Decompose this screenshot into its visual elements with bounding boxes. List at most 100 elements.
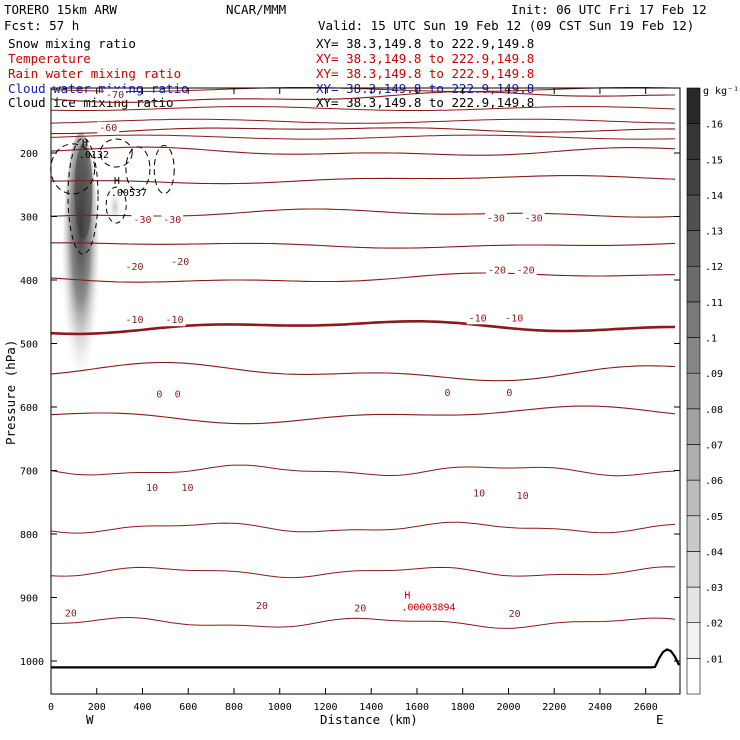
temperature-label: 10 — [473, 489, 485, 500]
colorbar-swatch — [686, 515, 701, 552]
colorbar-label: .05 — [705, 512, 723, 523]
maximum-marker: H — [404, 591, 410, 602]
center-label: NCAR/MMM — [226, 2, 286, 17]
colorbar-label: .06 — [705, 476, 723, 487]
x-tick-label: 1800 — [451, 702, 475, 713]
y-tick-label: 200 — [20, 149, 38, 160]
temperature-label-bg — [161, 213, 184, 226]
colorbar-swatch — [686, 123, 701, 160]
temperature-label: 0 — [506, 388, 512, 399]
temperature-label-bg — [169, 255, 192, 268]
temperature-label-bg — [522, 212, 545, 225]
x-tick-label: 800 — [225, 702, 243, 713]
colorbar-swatch — [686, 658, 701, 695]
temperature-label-bg — [123, 260, 146, 273]
model-title: TORERO 15km ARW — [4, 2, 117, 17]
plot-frame — [50, 87, 681, 695]
temperature-label-bg — [131, 213, 154, 226]
maximum-value: .0132 — [79, 150, 109, 161]
temperature-label: 10 — [517, 491, 529, 502]
x-west-label: W — [86, 712, 94, 727]
maximum-value: .00003894 — [401, 603, 455, 614]
temperature-label-bg — [163, 314, 186, 327]
legend-cloudice-xy: XY= 38.3,149.8 to 222.9,149.8 — [316, 95, 534, 110]
colorbar-label: .15 — [705, 155, 723, 166]
temperature-label-bg — [506, 608, 529, 621]
colorbar-swatch — [686, 194, 701, 231]
snow-contour — [105, 186, 127, 224]
colorbar-label: .11 — [705, 298, 723, 309]
temperature-label-bg — [154, 388, 177, 401]
temperature-label: -10 — [166, 315, 184, 326]
temperature-label: -20 — [517, 266, 535, 277]
temperature-label-bg — [514, 490, 537, 503]
temperature-label: -30 — [525, 214, 543, 225]
temperature-label: -20 — [171, 257, 189, 268]
colorbar-label: .13 — [705, 227, 723, 238]
legend-temp-name: Temperature — [8, 51, 91, 66]
isotherm-line — [51, 242, 676, 249]
y-tick-label: 1000 — [20, 657, 44, 668]
isotherm-line — [50, 320, 675, 336]
x-axis: 0 200 400 600 800 1000 1200 1400 1600 1800 2000 220… — [48, 88, 658, 713]
x-tick-label: 2400 — [588, 702, 612, 713]
y-tick-label: 400 — [20, 276, 38, 287]
temperature-label-bg — [104, 88, 127, 101]
temperature-label-bg — [484, 212, 507, 225]
terrain-line — [51, 648, 680, 669]
temperature-label: -60 — [99, 123, 117, 134]
x-tick-label: 600 — [179, 702, 197, 713]
colorbar-swatch — [686, 265, 701, 303]
colorbar-swatch — [686, 408, 701, 445]
temperature-label-bg — [352, 602, 375, 615]
init-time: Init: 06 UTC Fri 17 Feb 12 — [511, 2, 707, 17]
legend-snow-xy: XY= 38.3,149.8 to 222.9,149.8 — [316, 36, 534, 51]
isotherm-line — [50, 272, 675, 283]
temperature-label: 10 — [146, 483, 158, 494]
temperature-label-bg — [144, 481, 167, 494]
temperature-label: -30 — [163, 215, 181, 226]
colorbar-swatch — [686, 337, 701, 374]
colorbar-label: .02 — [705, 619, 723, 630]
isotherm-line — [50, 146, 676, 156]
isotherm-line — [50, 405, 676, 425]
x-tick-label: 400 — [133, 702, 151, 713]
x-tick-label: 2200 — [542, 702, 566, 713]
colorbar-label: .01 — [705, 654, 723, 665]
temperature-label: -10 — [505, 313, 523, 324]
forecast-hour: Fcst: 57 h — [4, 18, 79, 33]
colorbar-swatch — [686, 622, 701, 659]
isotherm-line-lower — [50, 521, 676, 534]
x-tick-label: 0 — [48, 702, 54, 713]
temperature-label: -30 — [487, 214, 505, 225]
legend-temp-xy: XY= 38.3,149.8 to 222.9,149.8 — [316, 51, 534, 66]
isotherm-line — [50, 175, 676, 185]
valid-time: Valid: 15 UTC Sun 19 Feb 12 (09 CST Sun … — [318, 18, 694, 33]
colorbar-label: .08 — [705, 405, 723, 416]
colorbar-swatch — [686, 551, 701, 588]
colorbar-swatch — [686, 586, 701, 624]
temperature-label: 10 — [182, 483, 194, 494]
x-tick-label: 2600 — [634, 702, 658, 713]
temperature-label: 20 — [509, 609, 521, 620]
colorbar-swatch — [686, 301, 701, 338]
temperature-label-bg — [62, 607, 85, 620]
y-tick-label: 500 — [20, 340, 38, 351]
snow-shading-secondary — [107, 184, 124, 229]
x-axis-label: Distance (km) — [320, 712, 418, 727]
temperature-label-bg — [471, 487, 494, 500]
temperature-label-bg — [442, 387, 465, 400]
plot-area: -70 -60 -30 -30 -30 -30 -20 -20 -20 -20 -10 -10 -10 -… — [50, 87, 680, 669]
temperature-label: -20 — [125, 262, 143, 273]
temperature-label-bg — [486, 264, 509, 277]
temperature-label: 20 — [354, 603, 366, 614]
temperature-label-bg — [123, 314, 146, 327]
isotherm-line-lower — [50, 566, 676, 579]
x-tick-label: 1400 — [359, 702, 383, 713]
temperature-label-bg — [466, 312, 489, 325]
legend-snow-name: Snow mixing ratio — [8, 36, 136, 51]
colorbar-swatch — [686, 372, 701, 410]
colorbar-label: .1 — [705, 334, 717, 345]
